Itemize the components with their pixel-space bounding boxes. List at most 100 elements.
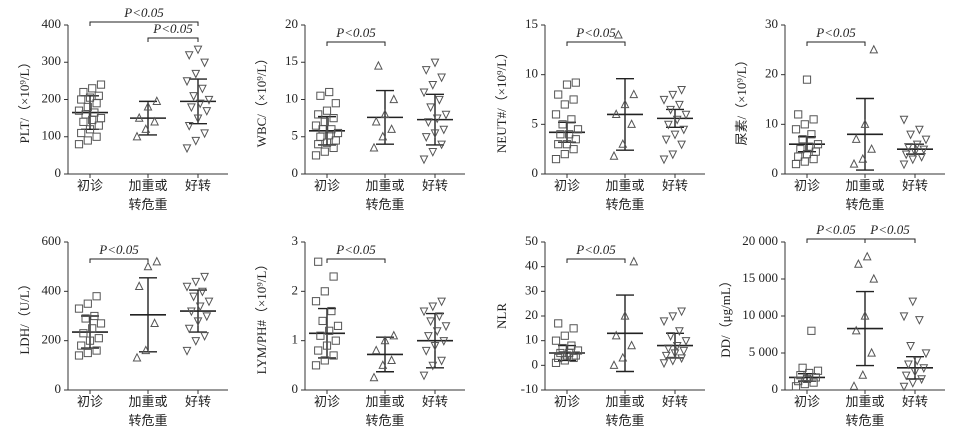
data-point <box>430 342 440 351</box>
data-point <box>380 335 390 345</box>
data-point <box>81 314 90 323</box>
data-point <box>200 58 210 68</box>
data-point <box>556 348 565 358</box>
significance-bracket <box>326 258 386 263</box>
data-point <box>554 90 563 99</box>
data-point <box>802 75 812 84</box>
data-point <box>316 91 325 100</box>
data-point <box>316 331 325 340</box>
data-point <box>899 312 909 322</box>
significance-bracket <box>89 21 199 26</box>
data-point <box>437 140 447 150</box>
data-point <box>200 129 210 139</box>
data-point <box>437 73 447 83</box>
data-point <box>329 351 338 360</box>
data-point <box>77 341 86 350</box>
data-point <box>677 307 687 317</box>
data-point <box>917 153 927 162</box>
data-point <box>200 332 210 341</box>
data-point <box>83 102 92 112</box>
data-point <box>182 346 192 356</box>
y-tick-label: 0 <box>55 165 62 180</box>
x-tick-label: 加重或 <box>845 394 884 409</box>
x-tick-label: 好转 <box>422 178 448 193</box>
data-point <box>331 99 340 108</box>
x-tick-label: 加重或 <box>128 178 167 193</box>
significance-label: P<0.05 <box>815 222 856 237</box>
data-point <box>811 373 820 382</box>
data-point <box>419 88 429 98</box>
data-point <box>318 316 327 326</box>
data-point <box>558 120 567 129</box>
data-point <box>627 340 637 350</box>
data-point <box>327 306 336 316</box>
data-point <box>311 297 321 306</box>
data-point <box>143 101 153 111</box>
data-point <box>141 345 151 355</box>
data-point <box>327 125 336 134</box>
x-tick-label: 加重或 <box>845 178 884 193</box>
significance-label: P<0.05 <box>815 25 856 40</box>
y-tick-label: 1 <box>292 332 299 347</box>
data-point <box>430 58 440 68</box>
x-tick-label: 初诊 <box>77 178 103 193</box>
y-tick-label: 5 000 <box>749 344 778 359</box>
y-tick-label: 30 <box>765 16 778 31</box>
y-axis-label: LYM/PH#（×10⁹/L） <box>254 258 269 375</box>
y-tick-label: 0 <box>292 165 299 180</box>
data-point <box>191 136 201 146</box>
x-tick-label: 转危重 <box>605 413 644 428</box>
data-point <box>679 125 689 135</box>
data-point <box>193 45 203 55</box>
data-point <box>562 80 572 89</box>
data-point <box>659 317 669 327</box>
data-point <box>914 125 924 135</box>
data-point <box>813 366 823 375</box>
data-point <box>152 256 162 266</box>
data-point <box>369 372 379 382</box>
data-point <box>560 100 569 109</box>
x-tick-label: 初诊 <box>314 394 340 409</box>
significance-bracket <box>89 258 149 263</box>
data-point <box>571 135 580 144</box>
data-point <box>919 364 929 374</box>
data-point <box>903 143 913 152</box>
data-point <box>96 80 106 89</box>
data-point <box>88 84 97 93</box>
data-point <box>910 367 920 377</box>
data-point <box>791 125 801 134</box>
data-point <box>200 272 210 282</box>
data-point <box>419 307 429 317</box>
data-point <box>74 140 84 149</box>
data-point <box>851 325 861 335</box>
significance-bracket <box>806 41 866 46</box>
data-point <box>807 130 816 139</box>
data-point <box>670 130 680 140</box>
data-point <box>914 316 924 325</box>
data-point <box>426 317 436 327</box>
data-point <box>77 95 86 104</box>
data-point <box>851 134 861 143</box>
significance-bracket <box>806 238 866 243</box>
data-point <box>437 356 447 366</box>
data-point <box>423 332 433 341</box>
data-point <box>441 110 451 120</box>
data-point <box>796 145 805 154</box>
data-point <box>809 115 818 124</box>
data-point <box>906 342 916 351</box>
data-point <box>329 114 338 123</box>
data-point <box>389 330 399 340</box>
data-point <box>184 324 194 334</box>
data-point <box>805 368 814 378</box>
x-tick-label: 好转 <box>662 178 688 193</box>
y-tick-label: 0 <box>532 356 539 371</box>
data-point <box>434 95 444 105</box>
data-point <box>681 337 691 346</box>
data-point <box>565 130 574 139</box>
data-point <box>919 145 929 155</box>
data-point <box>430 129 440 139</box>
data-point <box>618 138 628 148</box>
data-point <box>182 77 192 87</box>
